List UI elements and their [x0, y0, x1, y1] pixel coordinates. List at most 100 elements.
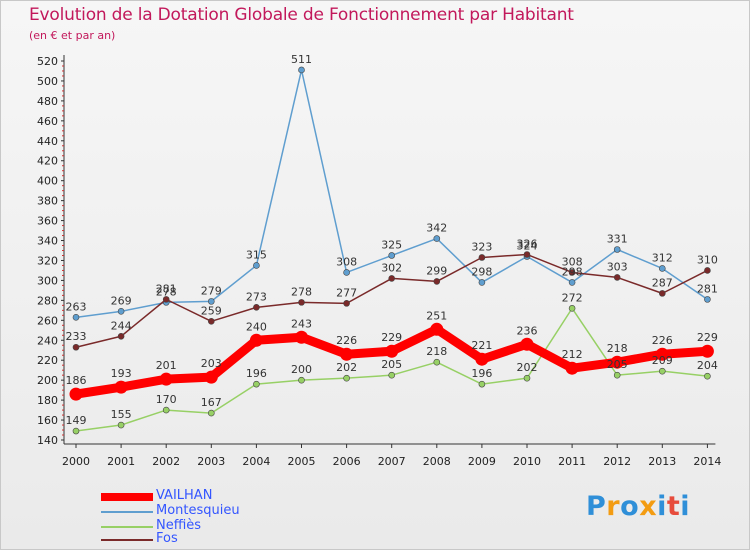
- data-point-neffi-s: [343, 374, 350, 382]
- data-point-neffi-s: [704, 372, 711, 380]
- data-label-neffi-s: 170: [156, 393, 177, 406]
- data-point-vailhan: [249, 333, 263, 347]
- x-tick-label: 2001: [107, 455, 135, 468]
- logo-letter: t: [666, 491, 681, 522]
- data-label-fos: 310: [697, 253, 718, 266]
- data-label-fos: 287: [652, 276, 673, 289]
- y-tick-label: 340: [37, 235, 58, 248]
- y-tick-label: 240: [37, 334, 58, 347]
- data-point-vailhan: [700, 344, 714, 358]
- data-point-fos: [343, 300, 350, 307]
- data-point-fos: [433, 278, 441, 285]
- data-label-montesquieu: 312: [652, 251, 673, 264]
- data-point-vailhan: [565, 361, 579, 375]
- data-label-fos: 302: [381, 261, 402, 274]
- data-point-neffi-s: [658, 367, 666, 375]
- data-label-fos: 299: [426, 264, 447, 277]
- data-label-vailhan: 218: [607, 342, 628, 355]
- x-tick-label: 2009: [468, 455, 496, 468]
- data-point-vailhan: [520, 337, 534, 351]
- data-label-vailhan: 203: [201, 357, 222, 370]
- x-tick-label: 2002: [152, 455, 180, 468]
- data-point-fos: [523, 251, 531, 258]
- data-label-vailhan: 251: [426, 309, 447, 322]
- data-point-montesquieu: [704, 296, 711, 303]
- data-label-montesquieu: 308: [336, 255, 357, 268]
- data-point-fos: [568, 269, 576, 276]
- data-label-neffi-s: 205: [381, 358, 402, 371]
- data-label-montesquieu: 511: [291, 53, 312, 66]
- legend-label: Montesquieu: [156, 503, 240, 518]
- y-tick-label: 160: [37, 414, 58, 427]
- logo-letter: i: [657, 491, 667, 522]
- data-label-fos: 273: [246, 290, 267, 303]
- data-label-fos: 259: [201, 304, 222, 317]
- x-tick-label: 2003: [197, 455, 225, 468]
- data-point-neffi-s: [117, 421, 125, 429]
- data-label-montesquieu: 279: [201, 284, 222, 297]
- data-label-montesquieu: 298: [562, 265, 583, 278]
- data-point-montesquieu: [433, 235, 441, 242]
- data-point-vailhan: [114, 380, 128, 394]
- data-label-vailhan: 201: [156, 359, 177, 372]
- data-label-fos: 303: [607, 260, 628, 273]
- data-point-vailhan: [385, 344, 399, 358]
- data-point-neffi-s: [523, 374, 531, 382]
- data-label-montesquieu: 324: [517, 239, 538, 252]
- data-point-vailhan: [430, 322, 444, 336]
- data-label-montesquieu: 342: [426, 222, 447, 235]
- data-point-vailhan: [159, 372, 173, 386]
- data-point-fos: [72, 343, 80, 351]
- data-point-fos: [704, 267, 711, 274]
- data-point-montesquieu: [568, 279, 576, 286]
- x-tick-label: 2014: [693, 455, 721, 468]
- legend-label: Neffiès: [156, 518, 202, 533]
- chart-subtitle: (en € et par an): [29, 29, 116, 42]
- data-point-fos: [658, 290, 666, 297]
- data-label-montesquieu: 331: [607, 233, 628, 246]
- data-point-neffi-s: [388, 371, 396, 379]
- data-point-fos: [388, 275, 396, 282]
- y-tick-label: 380: [37, 195, 58, 208]
- data-point-fos: [478, 254, 486, 261]
- data-label-vailhan: 243: [291, 317, 312, 330]
- legend-swatch: [101, 511, 153, 513]
- y-tick-label: 420: [37, 155, 58, 168]
- x-tick-label: 2012: [603, 455, 631, 468]
- data-label-neffi-s: 196: [246, 367, 267, 380]
- y-tick-label: 480: [37, 95, 58, 108]
- data-label-vailhan: 226: [652, 334, 673, 347]
- data-label-montesquieu: 315: [246, 248, 267, 261]
- legend-label: Fos: [156, 531, 178, 546]
- data-label-vailhan: 229: [381, 331, 402, 344]
- data-label-fos: 244: [111, 319, 132, 332]
- data-label-vailhan: 229: [697, 331, 718, 344]
- x-tick-label: 2010: [513, 455, 541, 468]
- data-point-montesquieu: [613, 246, 621, 253]
- data-label-fos: 308: [562, 255, 583, 268]
- data-label-vailhan: 236: [517, 324, 538, 337]
- y-tick-label: 360: [37, 215, 58, 228]
- y-tick-label: 520: [37, 55, 58, 68]
- data-point-fos: [117, 332, 125, 340]
- data-point-montesquieu: [388, 252, 396, 259]
- logo-letter: r: [606, 491, 621, 522]
- data-point-montesquieu: [298, 66, 305, 74]
- data-label-neffi-s: 155: [111, 408, 132, 421]
- data-label-vailhan: 226: [336, 334, 357, 347]
- data-point-neffi-s: [568, 305, 576, 312]
- chart-title: Evolution de la Dotation Globale de Fonc…: [29, 5, 574, 25]
- data-point-neffi-s: [208, 409, 215, 417]
- data-label-neffi-s: 167: [201, 396, 222, 409]
- data-point-neffi-s: [298, 376, 305, 384]
- data-point-vailhan: [204, 370, 218, 384]
- data-point-montesquieu: [72, 314, 80, 321]
- data-point-neffi-s: [478, 380, 486, 388]
- data-label-vailhan: 212: [562, 348, 583, 361]
- x-tick-label: 2007: [378, 455, 406, 468]
- data-label-neffi-s: 204: [697, 359, 718, 372]
- y-tick-label: 260: [37, 314, 58, 327]
- data-label-fos: 233: [66, 330, 87, 343]
